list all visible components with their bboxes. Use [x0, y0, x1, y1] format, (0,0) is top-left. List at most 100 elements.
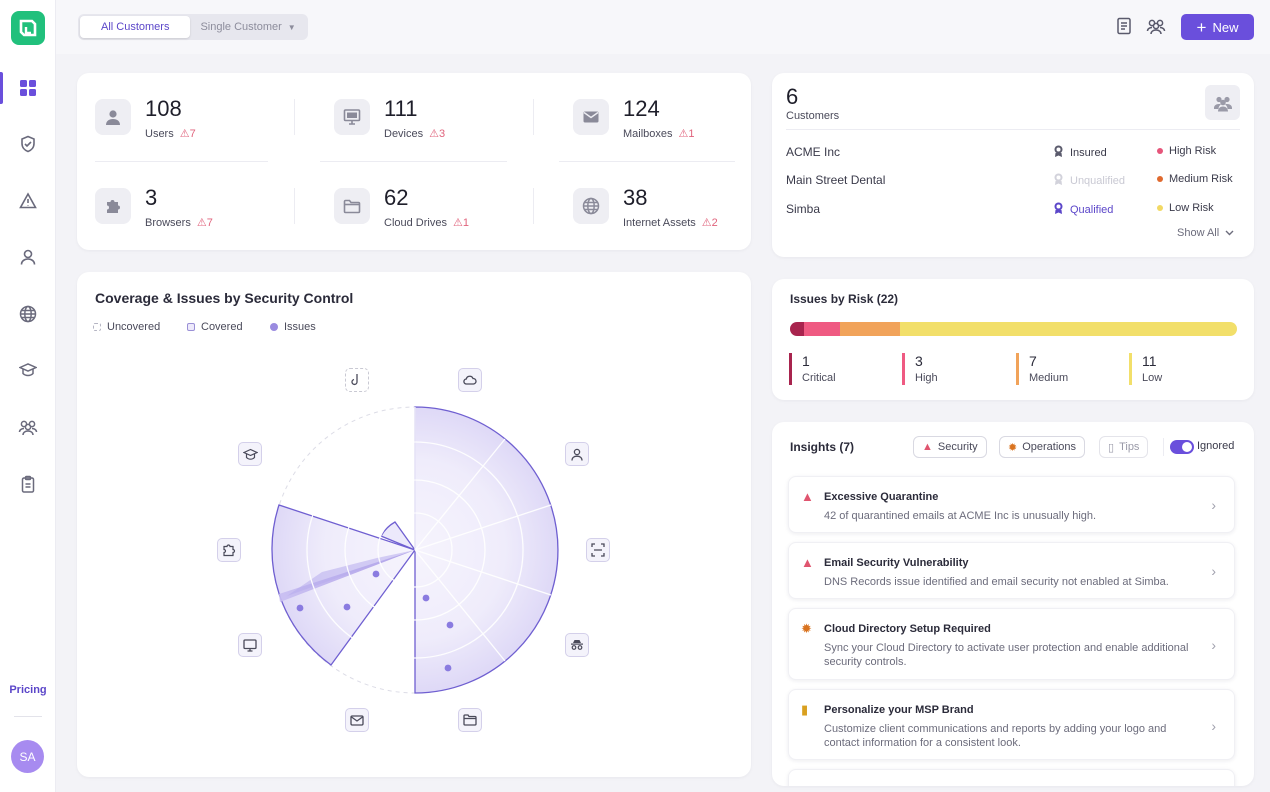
customers-card: 6 Customers ACME Inc Main Street Dental …: [772, 73, 1254, 257]
stat-browsers[interactable]: 3 Browsers ⚠7: [95, 185, 295, 238]
stat-cloud-drives-label-text: Cloud Drives: [384, 217, 447, 229]
customers-icon[interactable]: [0, 407, 56, 447]
scan-icon[interactable]: [586, 538, 610, 562]
puzzle-icon[interactable]: [217, 538, 241, 562]
warning-icon: ▲: [801, 489, 814, 504]
insight-item[interactable]: ▮ Personalize your MSP Brand Customize c…: [788, 689, 1235, 760]
team-icon[interactable]: [1146, 17, 1166, 40]
chevron-down-icon: [1225, 227, 1234, 239]
folder-icon[interactable]: [458, 708, 482, 732]
hook-icon[interactable]: [345, 368, 369, 392]
risk-medium[interactable]: 7 Medium: [1016, 353, 1068, 385]
warning-icon: ▲: [922, 441, 933, 453]
filter-operations[interactable]: ✹ Operations: [999, 436, 1086, 458]
tab-single-customer[interactable]: Single Customer ▼: [190, 16, 305, 38]
mail-icon: [573, 99, 609, 135]
stat-users-label-text: Users: [145, 128, 174, 140]
filter-security[interactable]: ▲ Security: [913, 436, 987, 458]
new-button-label: New: [1212, 19, 1239, 35]
avatar[interactable]: SA: [11, 740, 44, 773]
mail-icon[interactable]: [345, 708, 369, 732]
legend-swatch: [270, 323, 278, 331]
stat-internet-assets[interactable]: 38 Internet Assets ⚠2: [573, 185, 773, 238]
risk-high[interactable]: 3 High: [902, 353, 938, 385]
filter-tips[interactable]: ▯ Tips: [1099, 436, 1149, 458]
sidebar-divider: [14, 716, 42, 717]
graduation-cap-icon[interactable]: [238, 442, 262, 466]
graduation-cap-icon[interactable]: [0, 350, 56, 390]
warning-icon[interactable]: [0, 181, 56, 221]
stat-mailboxes-value: 124: [623, 96, 660, 121]
risk-critical[interactable]: 1 Critical: [789, 353, 836, 385]
clipboard-icon: ▯: [1108, 441, 1115, 454]
insight-item[interactable]: [788, 769, 1235, 786]
divider: [294, 188, 295, 224]
divider: [533, 188, 534, 224]
chevron-right-icon: ›: [1211, 563, 1216, 579]
customer-row-name[interactable]: Simba: [786, 202, 821, 216]
show-all-button[interactable]: Show All: [1177, 227, 1234, 239]
pricing-link[interactable]: Pricing: [9, 684, 47, 696]
tab-all-customers[interactable]: All Customers: [80, 16, 191, 38]
folder-icon: [334, 188, 370, 224]
customer-row-name[interactable]: Main Street Dental: [786, 173, 886, 187]
legend-swatch: [187, 323, 195, 331]
divider: [786, 129, 1240, 130]
badge-icon: [1053, 202, 1064, 217]
shield-icon[interactable]: [0, 124, 56, 164]
user-icon[interactable]: [0, 237, 56, 277]
stat-users[interactable]: 108 Users ⚠7: [95, 96, 295, 149]
stat-devices-warning: ⚠3: [429, 128, 445, 140]
stat-internet-assets-warning-count: 2: [711, 217, 718, 229]
stat-cloud-drives-value: 62: [384, 185, 409, 210]
warning-icon: ⚠: [179, 128, 190, 140]
cloud-icon[interactable]: [458, 368, 482, 392]
risk-bar[interactable]: [790, 322, 1237, 336]
issue-point: [343, 603, 351, 611]
customers-icon[interactable]: [1205, 85, 1240, 120]
monitor-icon[interactable]: [238, 633, 262, 657]
user-icon[interactable]: [565, 442, 589, 466]
chevron-down-icon: ▼: [287, 22, 296, 32]
stat-browsers-warning-count: 7: [206, 217, 213, 229]
stats-card: 108 Users ⚠7 111 Devices ⚠3 124 Mailboxes ⚠…: [77, 73, 751, 250]
legend-swatch: [93, 323, 101, 331]
risk-dot: [1157, 205, 1163, 211]
insight-item[interactable]: ✹ Cloud Directory Setup Required Sync yo…: [788, 608, 1235, 680]
divider: [320, 161, 507, 162]
badge-icon: [1053, 173, 1064, 188]
risk-bar-medium: [840, 322, 900, 336]
coverage-title: Coverage & Issues by Security Control: [95, 290, 354, 306]
stat-mailboxes[interactable]: 124 Mailboxes ⚠1: [573, 96, 773, 149]
filter-operations-label: Operations: [1022, 441, 1077, 453]
insight-item[interactable]: ▲ Excessive Quarantine 42 of quarantined…: [788, 476, 1235, 533]
coverage-polar-chart[interactable]: [77, 272, 751, 777]
ignored-toggle[interactable]: [1170, 440, 1194, 454]
customer-row-name[interactable]: ACME Inc: [786, 145, 841, 159]
app-logo[interactable]: [11, 11, 45, 45]
insight-description: Customize client communications and repo…: [824, 723, 1167, 749]
insurance-status[interactable]: Qualified: [1053, 202, 1113, 217]
new-button[interactable]: + New: [1181, 14, 1254, 40]
risk-level-label: High Risk: [1169, 145, 1217, 157]
document-icon[interactable]: [1116, 17, 1132, 40]
insurance-status-label: Insured: [1070, 146, 1107, 159]
risk-low[interactable]: 11 Low: [1129, 353, 1162, 385]
stat-cloud-drives[interactable]: 62 Cloud Drives ⚠1: [334, 185, 534, 238]
divider: [294, 99, 295, 135]
globe-icon[interactable]: [0, 294, 56, 334]
stat-devices-warning-count: 3: [439, 128, 446, 140]
divider: [559, 161, 735, 162]
insight-item[interactable]: ▲ Email Security Vulnerability DNS Recor…: [788, 542, 1235, 599]
stat-users-value: 108: [145, 96, 182, 121]
warning-icon: ⚠: [196, 217, 207, 229]
risk-medium-label: Medium: [1029, 372, 1069, 384]
legend-uncovered: Uncovered: [93, 321, 160, 333]
stat-devices[interactable]: 111 Devices ⚠3: [334, 96, 534, 149]
clipboard-icon[interactable]: [0, 464, 56, 504]
stat-users-warning-count: 7: [189, 128, 196, 140]
risk-critical-count: 1: [802, 353, 810, 369]
incognito-icon[interactable]: [565, 633, 589, 657]
risk-bar-critical: [790, 322, 804, 336]
dashboard-icon[interactable]: [0, 68, 56, 108]
